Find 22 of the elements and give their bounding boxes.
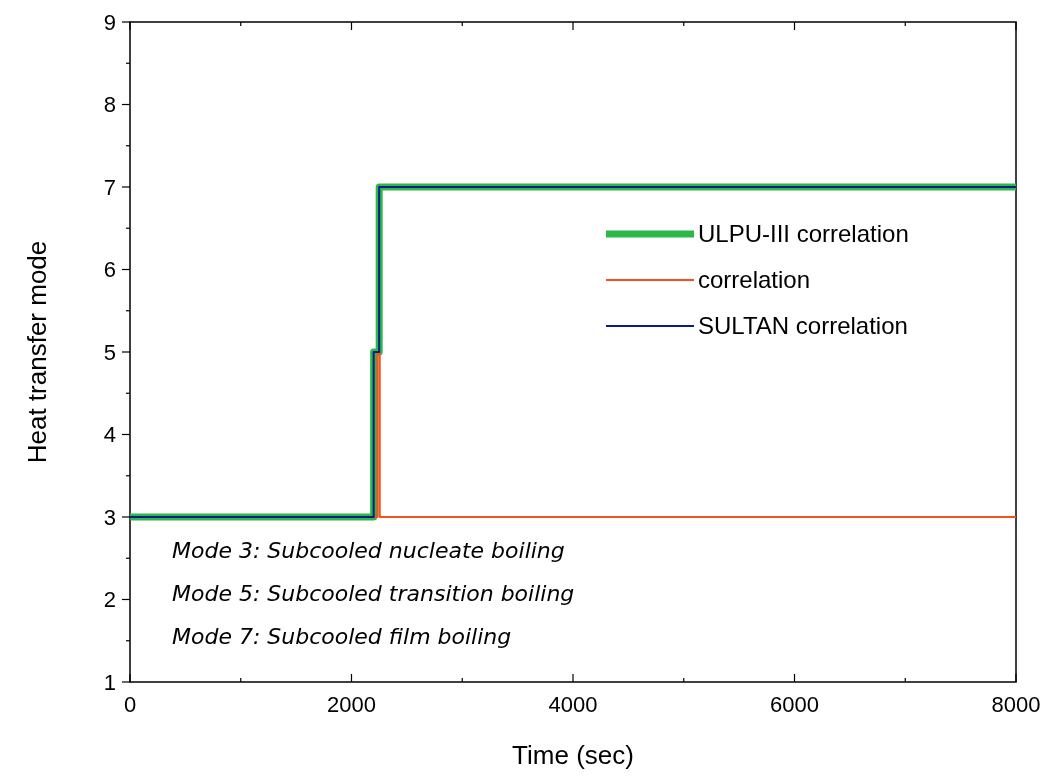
y-tick-label: 9	[103, 9, 116, 35]
x-axis-title: Time (sec)	[512, 740, 634, 770]
legend-label: correlation	[698, 266, 811, 294]
y-tick-label: 8	[103, 92, 116, 118]
annotation: Mode 3: Subcooled nucleate boiling	[172, 537, 565, 563]
y-axis-title: Heat transfer mode	[22, 240, 52, 464]
y-tick-label: 3	[103, 504, 116, 530]
x-tick-label: 2000	[327, 692, 376, 717]
y-tick-label: 6	[103, 257, 116, 283]
y-tick-label: 7	[103, 174, 116, 200]
x-tick-label: 0	[123, 692, 137, 717]
x-tick-label: 4000	[548, 692, 598, 717]
y-tick-label: 4	[103, 422, 116, 448]
x-tick-label: 8000	[991, 692, 1041, 717]
y-tick-label: 1	[103, 669, 116, 695]
x-tick-label: 6000	[770, 692, 819, 717]
annotation: Mode 5: Subcooled transition boiling	[172, 580, 575, 606]
annotation: Mode 7: Subcooled film boiling	[172, 623, 512, 649]
legend-label: SULTAN correlation	[698, 312, 908, 340]
y-tick-label: 2	[103, 587, 116, 613]
y-tick-label: 5	[103, 339, 116, 365]
legend-label: ULPU-III correlation	[698, 220, 909, 248]
